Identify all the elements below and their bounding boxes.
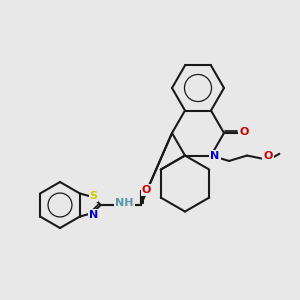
Text: N: N (89, 210, 98, 220)
Text: N: N (210, 151, 220, 160)
Text: S: S (90, 191, 98, 201)
Text: O: O (142, 185, 151, 195)
Text: O: O (263, 151, 273, 161)
Text: NH: NH (116, 198, 134, 208)
Text: O: O (239, 127, 249, 137)
